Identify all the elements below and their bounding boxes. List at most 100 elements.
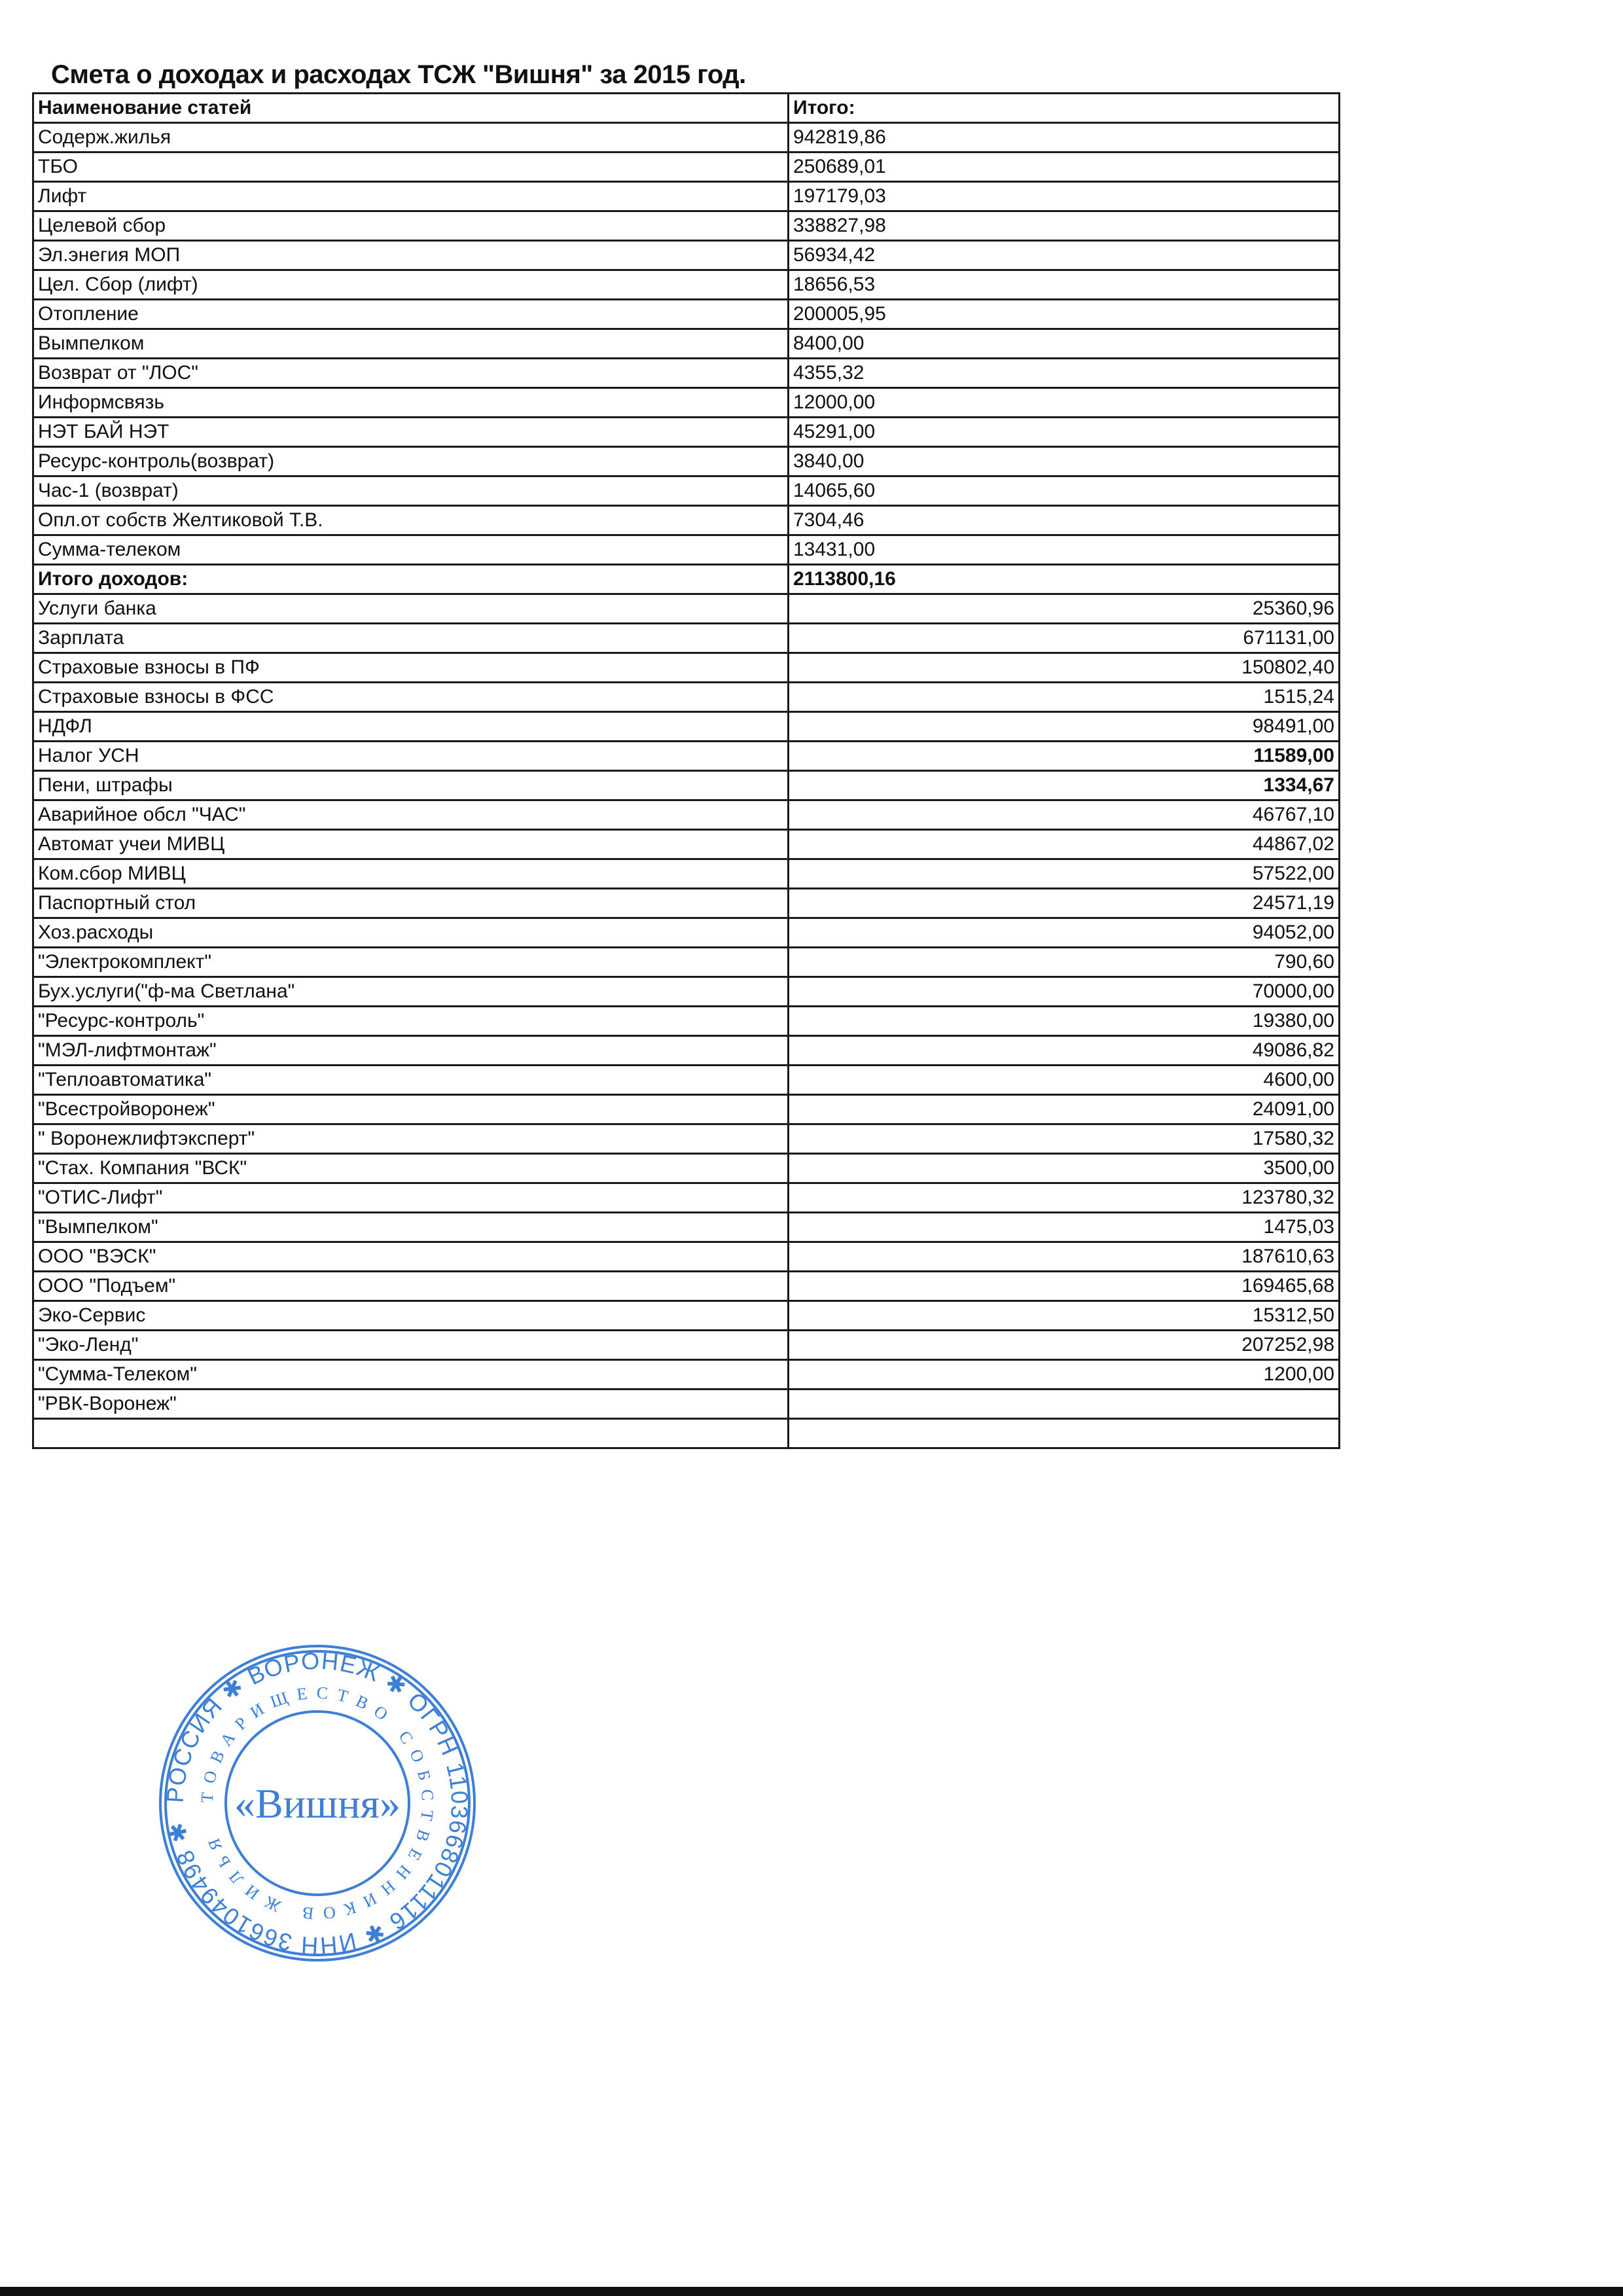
item-name: Автомат учеи МИВЦ [32, 829, 789, 860]
income-row: Возврат от "ЛОС" 4355,32 [32, 357, 1340, 389]
item-name: Эко-Сервис [32, 1300, 789, 1331]
item-name: Страховые взносы в ФСС [32, 681, 789, 713]
item-value: 57522,00 [787, 858, 1340, 889]
item-value: 207252,98 [787, 1329, 1340, 1361]
expense-row: "Сумма-Телеком" 1200,00 [32, 1359, 1340, 1390]
item-value: 12000,00 [787, 387, 1340, 418]
item-value: 1515,24 [787, 681, 1340, 713]
expense-row: "Стах. Компания "ВСК" 3500,00 [32, 1153, 1340, 1184]
income-row: Сумма-телеком 13431,00 [32, 534, 1340, 565]
income-row: Информсвязь 12000,00 [32, 387, 1340, 418]
item-name: Хоз.расходы [32, 917, 789, 948]
item-name: Пени, штрафы [32, 770, 789, 801]
item-name: Содерж.жилья [32, 122, 789, 153]
expense-row: " Воронежлифтэксперт" 17580,32 [32, 1123, 1340, 1155]
item-value: 1475,03 [787, 1211, 1340, 1243]
item-value: 15312,50 [787, 1300, 1340, 1331]
item-name: "Электрокомплект" [32, 946, 789, 978]
item-name: НЭТ БАЙ НЭТ [32, 416, 789, 448]
item-value: 11589,00 [787, 740, 1340, 772]
income-row: Эл.энегия МОП 56934,42 [32, 240, 1340, 271]
expense-row: Страховые взносы в ПФ 150802,40 [32, 652, 1340, 683]
expense-row: "Теплоавтоматика" 4600,00 [32, 1064, 1340, 1096]
item-value: 197179,03 [787, 181, 1340, 212]
expense-row: Хоз.расходы 94052,00 [32, 917, 1340, 948]
expense-row: ООО "ВЭСК" 187610,63 [32, 1241, 1340, 1272]
item-name: Цел. Сбор (лифт) [32, 269, 789, 300]
income-total-row: Итого доходов: 2113800,16 [32, 564, 1340, 595]
item-name: Услуги банка [32, 593, 789, 624]
item-value: 3840,00 [787, 446, 1340, 477]
income-row: Содерж.жилья 942819,86 [32, 122, 1340, 153]
expense-row: Ком.сбор МИВЦ 57522,00 [32, 858, 1340, 889]
income-row: Лифт 197179,03 [32, 181, 1340, 212]
income-row: Ресурс-контроль(возврат) 3840,00 [32, 446, 1340, 477]
item-name: Отопление [32, 298, 789, 330]
expense-row: "РВК-Воронеж" [32, 1388, 1340, 1420]
item-value: 17580,32 [787, 1123, 1340, 1155]
item-value: 250689,01 [787, 151, 1340, 183]
item-name: Опл.от собств Желтиковой Т.В. [32, 505, 789, 536]
item-value: 169465,68 [787, 1270, 1340, 1302]
expense-row [32, 1418, 1340, 1449]
organization-seal: РОССИЯ ✱ ВОРОНЕЖ ✱ ОГРН 1103668011116 ✱ … [159, 1645, 476, 1962]
item-value: 25360,96 [787, 593, 1340, 624]
item-name: "Вымпелком" [32, 1211, 789, 1243]
item-name: "ОТИС-Лифт" [32, 1182, 789, 1213]
item-value: 123780,32 [787, 1182, 1340, 1213]
item-value: 56934,42 [787, 240, 1340, 271]
expense-row: Аварийное обсл "ЧАС" 46767,10 [32, 799, 1340, 831]
item-value: 187610,63 [787, 1241, 1340, 1272]
item-name: ООО "ВЭСК" [32, 1241, 789, 1272]
item-value: 94052,00 [787, 917, 1340, 948]
item-value: 44867,02 [787, 829, 1340, 860]
item-value: 338827,98 [787, 210, 1340, 242]
item-value: 1334,67 [787, 770, 1340, 801]
expense-row: "Электрокомплект" 790,60 [32, 946, 1340, 978]
item-name: Зарплата [32, 622, 789, 654]
income-row: Отопление 200005,95 [32, 298, 1340, 330]
item-value: 4355,32 [787, 357, 1340, 389]
item-value: 150802,40 [787, 652, 1340, 683]
item-value: 70000,00 [787, 976, 1340, 1007]
expense-row: "Всестройворонеж" 24091,00 [32, 1094, 1340, 1125]
item-value: 7304,46 [787, 505, 1340, 536]
item-name: "Всестройворонеж" [32, 1094, 789, 1125]
item-value: 4600,00 [787, 1064, 1340, 1096]
item-value [787, 1418, 1340, 1449]
item-value: 46767,10 [787, 799, 1340, 831]
item-name: Возврат от "ЛОС" [32, 357, 789, 389]
item-name: Лифт [32, 181, 789, 212]
scan-edge [0, 2287, 1623, 2296]
income-row: Опл.от собств Желтиковой Т.В. 7304,46 [32, 505, 1340, 536]
item-name: Вымпелком [32, 328, 789, 359]
item-name: Целевой сбор [32, 210, 789, 242]
budget-table: Наименование статей Итого: Содерж.жилья 9… [32, 92, 1340, 1449]
item-name: Ком.сбор МИВЦ [32, 858, 789, 889]
expense-row: Услуги банка 25360,96 [32, 593, 1340, 624]
income-row: НЭТ БАЙ НЭТ 45291,00 [32, 416, 1340, 448]
item-value: 942819,86 [787, 122, 1340, 153]
expense-row: Эко-Сервис 15312,50 [32, 1300, 1340, 1331]
item-name: Информсвязь [32, 387, 789, 418]
item-name: "РВК-Воронеж" [32, 1388, 789, 1420]
item-name: Налог УСН [32, 740, 789, 772]
income-row: Цел. Сбор (лифт) 18656,53 [32, 269, 1340, 300]
item-name: Итого доходов: [32, 564, 789, 595]
item-name: Час-1 (возврат) [32, 475, 789, 507]
item-value: 671131,00 [787, 622, 1340, 654]
item-name: "Теплоавтоматика" [32, 1064, 789, 1096]
item-name: Сумма-телеком [32, 534, 789, 565]
item-name: Аварийное обсл "ЧАС" [32, 799, 789, 831]
expense-row: "ОТИС-Лифт" 123780,32 [32, 1182, 1340, 1213]
item-name: НДФЛ [32, 711, 789, 742]
item-name: Паспортный стол [32, 888, 789, 919]
header-total: Итого: [787, 92, 1340, 124]
expense-row: Бух.услуги("ф-ма Светлана" 70000,00 [32, 976, 1340, 1007]
item-name: "МЭЛ-лифтмонтаж" [32, 1035, 789, 1066]
item-name: "Эко-Ленд" [32, 1329, 789, 1361]
item-value: 18656,53 [787, 269, 1340, 300]
expense-row: Налог УСН 11589,00 [32, 740, 1340, 772]
item-value: 49086,82 [787, 1035, 1340, 1066]
item-value [787, 1388, 1340, 1420]
